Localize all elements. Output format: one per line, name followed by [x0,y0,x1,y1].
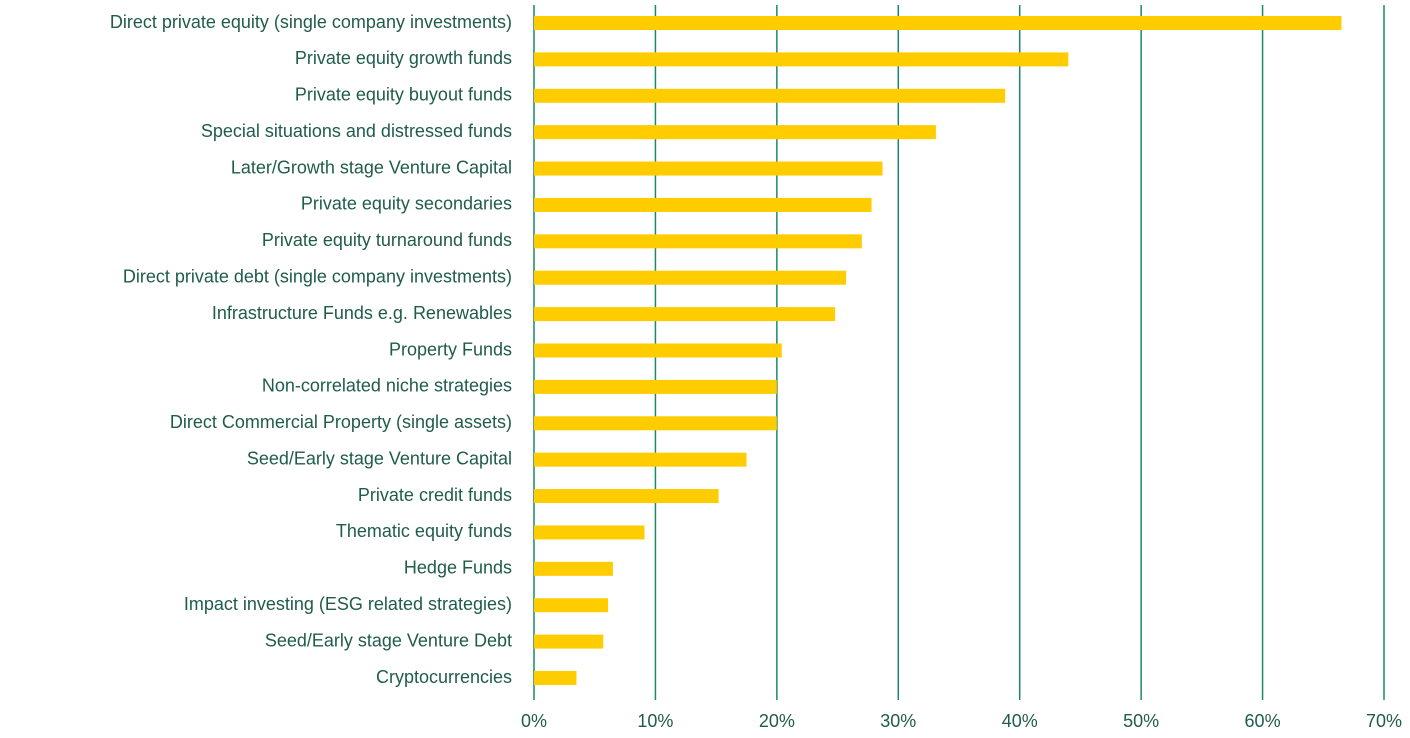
x-tick-label: 50% [1123,711,1159,731]
bar [534,671,577,685]
x-tick-label: 0% [521,711,547,731]
y-tick-label: Property Funds [389,339,512,359]
y-tick-label: Cryptocurrencies [376,667,512,687]
bar [534,489,719,504]
bar [534,634,604,649]
bar [534,561,613,576]
x-tick-label: 70% [1366,711,1402,731]
x-tick-label: 60% [1245,711,1281,731]
bar [534,88,1006,103]
bar [534,343,782,358]
y-tick-label: Later/Growth stage Venture Capital [231,157,512,177]
bar [534,307,836,322]
y-tick-label: Thematic equity funds [336,521,512,541]
bar [534,16,1342,30]
y-tick-label: Impact investing (ESG related strategies… [184,594,512,614]
x-tick-label: 20% [759,711,795,731]
x-tick-label: 40% [1002,711,1038,731]
bar [534,270,847,285]
y-tick-label: Non-correlated niche strategies [262,376,512,396]
y-tick-label: Seed/Early stage Venture Debt [265,630,512,650]
y-tick-label: Private equity buyout funds [295,85,512,105]
y-tick-label: Private equity secondaries [301,194,512,214]
y-tick-label: Direct private equity (single company in… [110,12,512,32]
bar [534,197,872,212]
x-tick-label: 30% [880,711,916,731]
bar [534,598,609,613]
y-tick-label: Hedge Funds [404,558,512,578]
bar [534,525,645,540]
y-tick-label: Private equity growth funds [295,48,512,68]
bar [534,234,862,249]
bar [534,379,777,394]
bar [534,125,936,140]
y-tick-label: Direct Commercial Property (single asset… [170,412,512,432]
y-tick-label: Private equity turnaround funds [262,230,512,250]
bar [534,452,747,467]
y-tick-label: Infrastructure Funds e.g. Renewables [212,303,512,323]
bar [534,161,883,176]
y-tick-label: Special situations and distressed funds [201,121,512,141]
y-tick-label: Seed/Early stage Venture Capital [247,448,512,468]
bar [534,52,1069,67]
bar [534,416,777,431]
x-tick-label: 10% [637,711,673,731]
y-tick-label: Direct private debt (single company inve… [123,266,512,286]
y-tick-label: Private credit funds [358,485,512,505]
